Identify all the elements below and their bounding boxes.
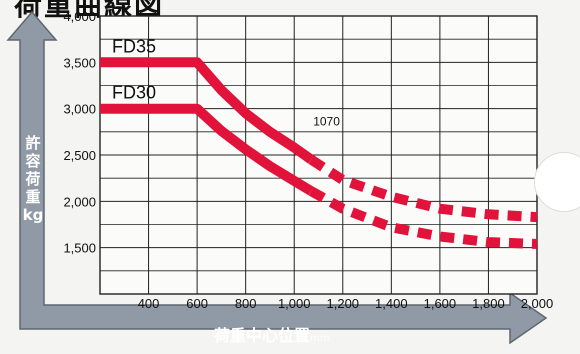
y-tick-label: 3,500	[63, 55, 96, 70]
x-tick-label: 1,400	[375, 296, 408, 311]
y-tick-label: 3,000	[63, 102, 96, 117]
fd35-solid-curve	[100, 57, 315, 164]
y-tick-label: 2,000	[63, 194, 96, 209]
fd30-solid-curve	[100, 103, 314, 196]
x-tick-label: 400	[138, 296, 160, 311]
x-tick-label: 1,800	[472, 296, 505, 311]
y-tick-label: 2,500	[63, 148, 96, 163]
fd30-series-label: FD30	[112, 83, 156, 103]
x-tick-label: 600	[186, 296, 208, 311]
axis-arrow-shape	[6, 10, 548, 345]
y-tick-label: 1,500	[63, 241, 96, 256]
x-tick-label: 2,000	[521, 296, 554, 311]
x-tick-label: 1,000	[278, 296, 311, 311]
x-axis-label: 荷重中心位置mm	[214, 322, 330, 346]
y-tick-label: 4,000	[63, 9, 96, 24]
fd30-dashed-curve	[308, 186, 538, 249]
fd35-dashed-curve	[308, 155, 538, 223]
x-tick-label: 1,200	[327, 296, 360, 311]
x-tick-label: 800	[235, 296, 257, 311]
fd35-series-label: FD35	[112, 36, 156, 56]
x-axis-label-main: 荷重中心位置	[214, 326, 311, 345]
annotation-label: 1070	[313, 114, 340, 128]
x-tick-label: 1,600	[424, 296, 457, 311]
y-axis-label: 許容荷重kg	[22, 134, 44, 224]
x-axis-label-unit: mm	[310, 333, 330, 344]
